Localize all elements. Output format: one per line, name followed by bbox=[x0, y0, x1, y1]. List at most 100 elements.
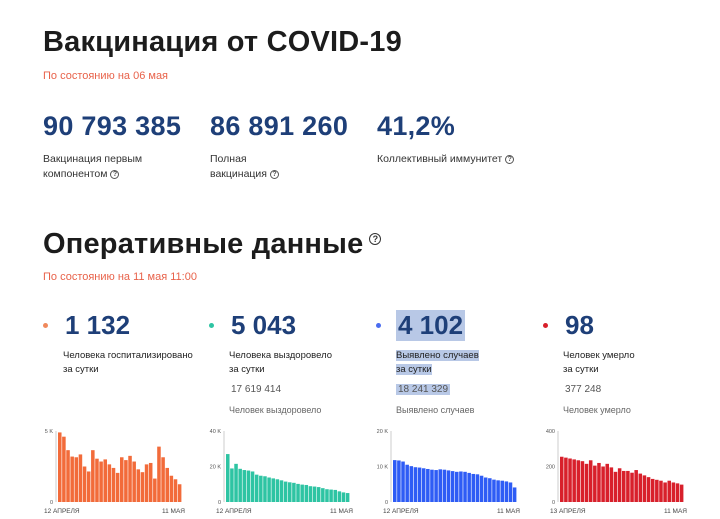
card-total: 17 619 414 bbox=[231, 384, 282, 395]
y-tick-label: 0 bbox=[50, 500, 53, 505]
chart-x-end: 11 МАЯ bbox=[162, 508, 185, 515]
chart-bar bbox=[663, 482, 667, 502]
help-icon[interactable]: ? bbox=[505, 154, 515, 164]
chart-bar bbox=[601, 466, 605, 502]
chart-bar bbox=[605, 463, 609, 502]
card-label: Выявлено случаев за сутки bbox=[396, 349, 479, 377]
chart-bar bbox=[496, 480, 500, 502]
chart-bar bbox=[500, 480, 504, 502]
chart-bar bbox=[337, 491, 342, 502]
chart-bar bbox=[316, 487, 321, 502]
bullet-dot bbox=[376, 323, 381, 328]
y-tick-label: 10 K bbox=[377, 465, 389, 471]
chart-svg: 20 K 10 K 0 bbox=[377, 429, 517, 505]
chart-bar bbox=[238, 468, 242, 502]
chart-bar bbox=[329, 489, 333, 502]
chart-bar bbox=[132, 461, 136, 502]
operational-title: Оперативные данные? bbox=[43, 228, 382, 261]
chart-bar bbox=[107, 464, 112, 502]
chart-bar bbox=[292, 482, 296, 502]
chart-bar bbox=[78, 454, 83, 502]
stat-label-line: Полная bbox=[210, 153, 247, 165]
stat-label-line: компонентом bbox=[43, 168, 108, 180]
chart-bar bbox=[492, 479, 496, 502]
chart-bar bbox=[483, 477, 488, 502]
chart-bar bbox=[111, 467, 116, 502]
chart-bar bbox=[144, 464, 149, 502]
chart-x-end: 11 МАЯ bbox=[330, 508, 353, 515]
chart-bar bbox=[124, 460, 128, 502]
card-value: 98 bbox=[565, 310, 594, 340]
chart-bar bbox=[613, 471, 618, 503]
chart-bar bbox=[91, 450, 95, 502]
chart-hospitalized: 5 K 0 bbox=[38, 425, 188, 505]
chart-bar bbox=[471, 473, 476, 502]
card-value: 5 043 bbox=[231, 310, 297, 340]
chart-bar bbox=[609, 467, 614, 502]
chart-bar bbox=[622, 470, 626, 502]
chart-bar bbox=[504, 481, 509, 502]
stat-value: 86 891 260 bbox=[210, 111, 349, 141]
chart-bar bbox=[58, 432, 62, 502]
chart-bar bbox=[128, 455, 132, 502]
card-total-label: Человек умерло bbox=[563, 405, 631, 415]
card-label-line: за сутки bbox=[563, 364, 599, 375]
chart-bar bbox=[401, 461, 405, 502]
card-label: Человека выздоровело за сутки bbox=[229, 349, 332, 377]
chart-bar bbox=[646, 477, 651, 502]
help-icon[interactable]: ? bbox=[369, 233, 382, 246]
card-value: 1 132 bbox=[65, 310, 131, 340]
chart-bar bbox=[409, 466, 414, 502]
chart-bar bbox=[86, 471, 91, 502]
card-label-line: Человек умерло bbox=[563, 350, 635, 361]
chart-bar bbox=[655, 479, 659, 502]
chart-bar bbox=[242, 470, 247, 502]
chart-x-start: 12 АПРЕЛЯ bbox=[383, 508, 419, 515]
chart-bar bbox=[467, 472, 471, 502]
chart-bar bbox=[300, 484, 304, 502]
chart-x-start: 12 АПРЕЛЯ bbox=[44, 508, 80, 515]
chart-bar bbox=[283, 481, 288, 502]
chart-bar bbox=[271, 478, 275, 502]
chart-bar bbox=[560, 456, 564, 502]
chart-bar bbox=[82, 466, 87, 502]
chart-bar bbox=[254, 474, 259, 502]
chart-bar bbox=[463, 471, 467, 503]
chart-bar bbox=[263, 476, 267, 502]
chart-bar bbox=[345, 493, 350, 502]
chart-bar bbox=[417, 467, 422, 502]
chart-bar bbox=[95, 458, 99, 502]
stat-label-line: вакцинация bbox=[210, 168, 267, 180]
y-tick-label: 0 bbox=[385, 500, 388, 505]
y-tick-label: 20 K bbox=[377, 429, 389, 435]
card-label: Человека госпитализировано за сутки bbox=[63, 349, 193, 377]
chart-bar bbox=[438, 469, 442, 502]
chart-bar bbox=[267, 477, 271, 502]
chart-bar bbox=[413, 467, 418, 502]
bullet-dot bbox=[209, 323, 214, 328]
chart-bar bbox=[312, 486, 317, 502]
chart-bar bbox=[275, 479, 280, 502]
chart-bar bbox=[488, 478, 492, 503]
chart-bar bbox=[288, 482, 292, 502]
y-tick-label: 200 bbox=[546, 465, 555, 471]
stat-label: Вакцинация первым компонентом? bbox=[43, 152, 181, 182]
help-icon[interactable]: ? bbox=[110, 169, 120, 179]
chart-bar bbox=[66, 450, 70, 502]
chart-bar bbox=[70, 456, 74, 502]
chart-bar bbox=[512, 487, 517, 502]
chart-bar bbox=[667, 480, 671, 502]
chart-x-end: 11 МАЯ bbox=[664, 508, 687, 515]
stat-label: Полная вакцинация? bbox=[210, 152, 348, 182]
chart-bar bbox=[421, 468, 426, 502]
help-icon[interactable]: ? bbox=[269, 169, 279, 179]
chart-bar bbox=[246, 470, 251, 502]
chart-svg: 5 K 0 bbox=[45, 429, 182, 505]
chart-bar bbox=[304, 484, 309, 502]
chart-bar bbox=[630, 472, 634, 502]
chart-bar bbox=[103, 459, 107, 502]
card-total: 18 241 329 bbox=[396, 384, 451, 395]
chart-bar bbox=[169, 475, 174, 502]
chart-bar bbox=[638, 473, 643, 502]
stat-label: Коллективный иммунитет? bbox=[377, 152, 515, 167]
